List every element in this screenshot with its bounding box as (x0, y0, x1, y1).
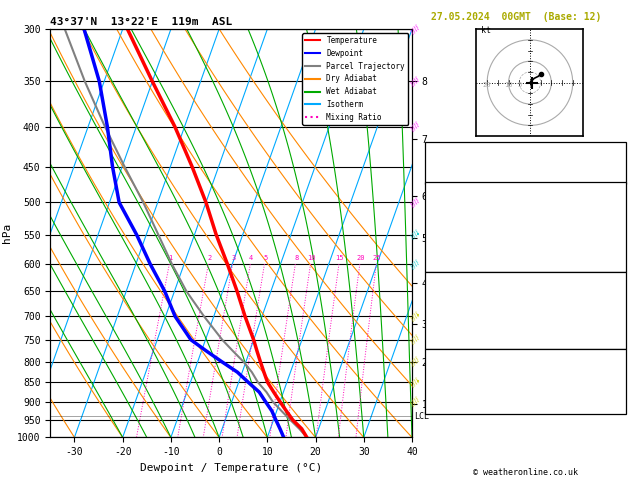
Text: •: • (416, 313, 420, 319)
Text: 1.61: 1.61 (601, 169, 623, 178)
Text: StmSpd (kt): StmSpd (kt) (428, 400, 487, 410)
Text: 19°: 19° (606, 388, 623, 397)
Text: K: K (428, 143, 433, 153)
Text: 3: 3 (231, 256, 236, 261)
Text: •: • (416, 232, 420, 238)
Text: ////: //// (409, 76, 421, 87)
Text: SREH: SREH (428, 375, 449, 384)
Legend: Temperature, Dewpoint, Parcel Trajectory, Dry Adiabat, Wet Adiabat, Isotherm, Mi: Temperature, Dewpoint, Parcel Trajectory… (302, 33, 408, 125)
Text: 5: 5 (264, 256, 267, 261)
Text: 27.05.2024  00GMT  (Base: 12): 27.05.2024 00GMT (Base: 12) (431, 12, 601, 22)
Text: ////: //// (409, 197, 421, 208)
Text: © weatheronline.co.uk: © weatheronline.co.uk (473, 468, 577, 477)
Text: 1: 1 (169, 256, 172, 261)
Text: ////: //// (409, 311, 421, 322)
Text: StmDir: StmDir (428, 388, 460, 397)
Text: Lifted Index: Lifted Index (428, 233, 493, 243)
Text: 318: 318 (606, 221, 623, 230)
Text: 10: 10 (307, 256, 316, 261)
Text: 2: 2 (617, 233, 623, 243)
Text: ////: //// (409, 334, 421, 346)
Text: 43°37'N  13°22'E  119m  ASL: 43°37'N 13°22'E 119m ASL (50, 17, 233, 27)
Text: Totals Totals: Totals Totals (428, 156, 498, 165)
Text: 10: 10 (504, 82, 513, 88)
Text: EH: EH (428, 363, 438, 372)
Text: 8: 8 (294, 256, 298, 261)
Y-axis label: km
ASL: km ASL (430, 225, 452, 242)
Text: PW (cm): PW (cm) (428, 169, 465, 178)
Text: Surface: Surface (506, 183, 544, 192)
Text: ////: //// (409, 377, 421, 388)
X-axis label: Dewpoint / Temperature (°C): Dewpoint / Temperature (°C) (140, 463, 322, 473)
Text: 1004: 1004 (601, 285, 623, 295)
Text: 6: 6 (617, 363, 623, 372)
Text: 18.2: 18.2 (601, 195, 623, 205)
Text: 2: 2 (208, 256, 211, 261)
Text: 15: 15 (335, 256, 344, 261)
Text: 5: 5 (517, 82, 521, 88)
Text: ////: //// (409, 121, 421, 132)
Text: Most Unstable: Most Unstable (485, 273, 565, 282)
Text: ////: //// (409, 396, 421, 407)
Text: 4: 4 (249, 256, 253, 261)
Text: kt: kt (481, 26, 491, 35)
Text: Dewp (°C): Dewp (°C) (428, 208, 476, 217)
Text: 20: 20 (483, 82, 491, 88)
Text: Lifted Index: Lifted Index (428, 311, 493, 320)
Text: Temp (°C): Temp (°C) (428, 195, 476, 205)
Text: 14: 14 (612, 400, 623, 410)
Text: θₑ(K): θₑ(K) (428, 221, 455, 230)
Text: ////: //// (409, 24, 421, 35)
Text: •: • (416, 379, 420, 385)
Text: 42: 42 (612, 156, 623, 165)
Text: 83: 83 (612, 336, 623, 345)
Text: 2: 2 (617, 311, 623, 320)
Text: 83: 83 (612, 259, 623, 268)
Text: Pressure (mb): Pressure (mb) (428, 285, 498, 295)
Text: 13.4: 13.4 (601, 208, 623, 217)
Text: 25: 25 (373, 256, 381, 261)
Text: CAPE (J): CAPE (J) (428, 323, 470, 332)
Y-axis label: hPa: hPa (1, 223, 11, 243)
Text: ////: //// (409, 229, 421, 240)
Text: LCL: LCL (415, 412, 430, 421)
Text: ////: //// (409, 259, 421, 270)
Text: 25: 25 (612, 375, 623, 384)
Text: 22: 22 (612, 246, 623, 255)
Text: ////: //// (409, 356, 421, 367)
Text: 318: 318 (606, 298, 623, 307)
Text: 13: 13 (612, 143, 623, 153)
Text: Hodograph: Hodograph (501, 350, 549, 359)
Text: CIN (J): CIN (J) (428, 259, 465, 268)
Text: CAPE (J): CAPE (J) (428, 246, 470, 255)
Text: θₑ (K): θₑ (K) (428, 298, 460, 307)
Text: CIN (J): CIN (J) (428, 336, 465, 345)
Text: 22: 22 (612, 323, 623, 332)
Text: 20: 20 (356, 256, 365, 261)
